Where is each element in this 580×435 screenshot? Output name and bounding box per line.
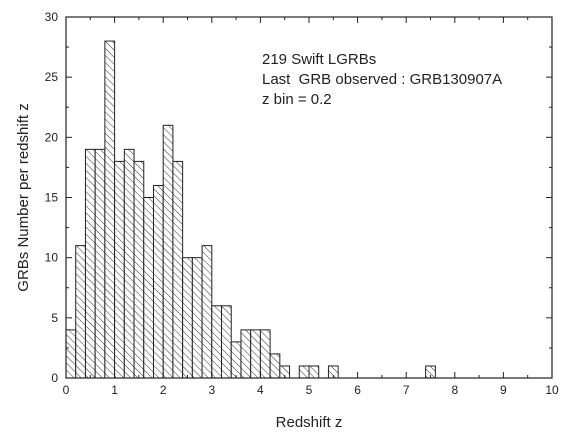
annotation-line: Last GRB observed : GRB130907A	[262, 71, 502, 88]
annotations-group: 219 Swift LGRBs Last GRB observed : GRB13…	[262, 51, 502, 108]
histogram-bar	[94, 148, 106, 379]
x-tick-label: 4	[257, 383, 264, 397]
histogram-bar	[298, 365, 310, 379]
x-tick-label: 3	[208, 383, 215, 397]
y-tick-label: 10	[45, 251, 59, 265]
annotation-line: 219 Swift LGRBs	[262, 51, 376, 68]
x-tick-label: 6	[354, 383, 361, 397]
x-tick-label: 9	[500, 383, 507, 397]
histogram-bar	[152, 184, 164, 379]
histogram-bar	[133, 160, 145, 379]
histogram-bar	[269, 353, 281, 379]
y-tick-label: 0	[51, 371, 58, 385]
y-tick-label: 15	[45, 191, 59, 205]
histogram-bar	[182, 257, 193, 379]
ticks-group: 0 1 2 3 4 5 6 7 8 9 10 0 5 10 15 20 25 30	[45, 10, 559, 397]
histogram-bar	[114, 160, 125, 379]
histogram-bar	[84, 148, 96, 379]
x-axis-label: Redshift z	[276, 414, 343, 431]
y-tick-label: 30	[45, 10, 59, 24]
histogram-bar	[104, 40, 116, 379]
y-tick-label: 5	[51, 311, 58, 325]
x-tick-label: 1	[111, 383, 118, 397]
histogram-bar	[259, 329, 271, 379]
y-tick-label: 25	[45, 70, 59, 84]
histogram-bar	[191, 257, 203, 379]
x-tick-label: 0	[63, 383, 70, 397]
annotation-line: z bin = 0.2	[262, 91, 332, 108]
histogram-bar	[201, 245, 213, 379]
histogram-bar	[123, 148, 135, 379]
x-tick-label: 8	[451, 383, 458, 397]
histogram-bar	[172, 160, 184, 379]
histogram-bar	[162, 124, 174, 379]
histogram-bar	[65, 329, 77, 379]
x-tick-label: 5	[306, 383, 313, 397]
histogram-bar	[240, 329, 252, 379]
x-tick-label: 10	[545, 383, 559, 397]
histogram-bar	[143, 197, 154, 379]
histogram-bar	[75, 245, 86, 379]
x-tick-label: 7	[403, 383, 410, 397]
histogram-bar	[221, 305, 232, 379]
y-tick-label: 20	[45, 130, 59, 144]
histogram-bar	[250, 329, 261, 379]
histogram-bar	[211, 305, 223, 379]
y-axis-label: GRBs Number per redshift z	[15, 103, 32, 291]
histogram-bar	[308, 365, 320, 379]
histogram-bar	[230, 341, 242, 379]
x-tick-label: 2	[160, 383, 167, 397]
bars-group	[65, 40, 436, 379]
